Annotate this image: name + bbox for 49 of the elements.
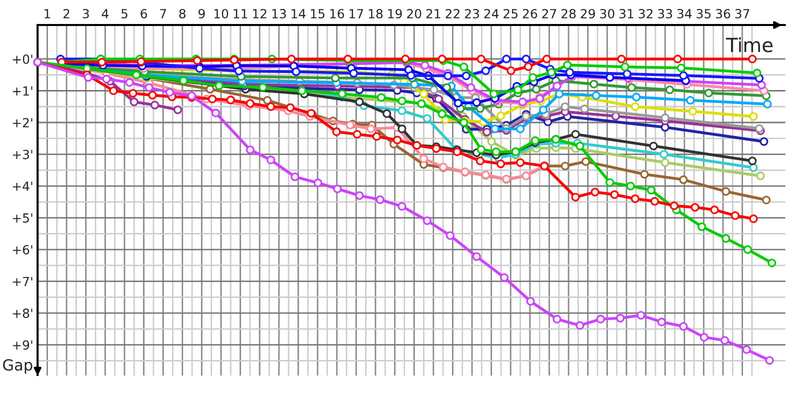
x-tick-label: 21 bbox=[426, 8, 440, 18]
x-tick-label: 2 bbox=[64, 8, 70, 18]
x-tick-label: 11 bbox=[234, 9, 248, 18]
x-tick-label: 24 bbox=[484, 8, 499, 18]
x-tick-label: 18 bbox=[368, 8, 383, 18]
x-tick-label: 37 bbox=[735, 8, 750, 18]
x-tick-label: 27 bbox=[542, 8, 556, 18]
x-tick-label: 14 bbox=[292, 9, 306, 18]
x-tick-label: 34 bbox=[677, 8, 692, 18]
x-tick-label: 25 bbox=[504, 8, 518, 18]
x-tick-label: 22 bbox=[446, 8, 460, 18]
x-tick-label: 9 bbox=[198, 8, 205, 18]
x-tick-label: 17 bbox=[350, 9, 364, 18]
y-tick-label: +7' bbox=[12, 276, 32, 286]
x-tick-label: 1 bbox=[44, 9, 50, 18]
y-tick-label: +9' bbox=[12, 340, 32, 350]
x-tick-label: 4 bbox=[102, 9, 108, 18]
y-tick-label: +4' bbox=[12, 182, 32, 191]
x-tick-label: 30 bbox=[600, 8, 614, 18]
x-tick-label: 12 bbox=[253, 8, 266, 18]
x-tick-label: 6 bbox=[140, 8, 147, 18]
x-tick-label: 35 bbox=[696, 8, 711, 18]
y-tick-label: +5' bbox=[12, 213, 32, 223]
x-tick-label: 29 bbox=[580, 8, 595, 18]
y-tick-label: +3' bbox=[12, 150, 32, 160]
x-tick-label: 28 bbox=[562, 8, 576, 18]
x-tick-label: 20 bbox=[407, 8, 422, 18]
y-tick-label: +1' bbox=[12, 86, 32, 96]
x-tick-label: 8 bbox=[179, 8, 186, 18]
x-tick-label: 32 bbox=[638, 8, 652, 18]
y-tick-label: +0' bbox=[12, 54, 32, 64]
y-tick-label: +8' bbox=[12, 308, 32, 318]
x-tick-label: 19 bbox=[388, 8, 402, 18]
x-tick-label: 16 bbox=[330, 8, 344, 18]
x-tick-label: 31 bbox=[619, 8, 634, 18]
x-tick-label: 36 bbox=[716, 8, 730, 18]
x-tick-label: 33 bbox=[658, 8, 672, 18]
x-tick-label: 13 bbox=[272, 8, 286, 18]
y-axis-title: Gap bbox=[3, 359, 32, 374]
x-tick-label: 7 bbox=[160, 9, 166, 18]
y-tick-label: +6' bbox=[12, 245, 32, 254]
x-tick-label: 3 bbox=[82, 8, 89, 18]
x-tick-label: 5 bbox=[121, 9, 128, 18]
x-tick-label: 15 bbox=[310, 9, 324, 18]
y-tick-label: +2' bbox=[12, 118, 32, 128]
x-tick-label: 23 bbox=[464, 8, 479, 18]
x-axis-title: Time bbox=[726, 37, 773, 52]
x-tick-label: 10 bbox=[214, 8, 228, 18]
x-tick-label: 26 bbox=[522, 8, 538, 18]
